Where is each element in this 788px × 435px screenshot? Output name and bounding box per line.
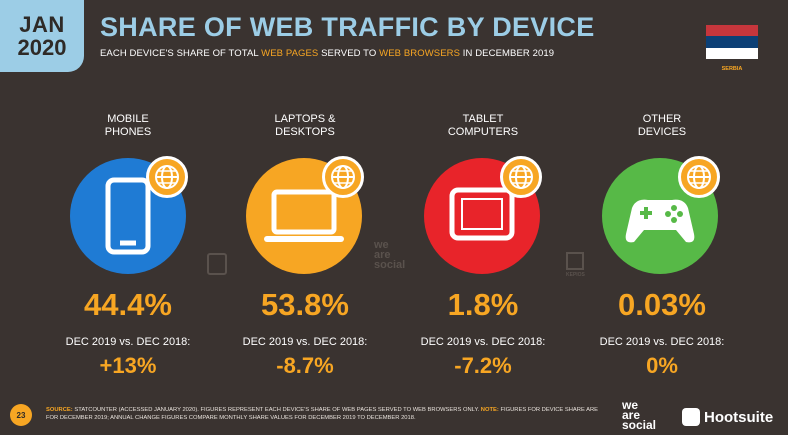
laptop-icon — [246, 158, 362, 274]
change-value: 0% — [646, 353, 678, 378]
serbia-flag-icon — [706, 25, 758, 59]
change-value: -7.2% — [454, 353, 512, 378]
we-are-social-watermark: we are social — [374, 239, 406, 271]
device-label: MOBILE PHONES — [104, 113, 152, 138]
globe-icon — [322, 156, 364, 198]
page-number: 23 — [10, 404, 32, 426]
hootsuite-logo: Hootsuite — [682, 408, 773, 426]
we-are-social-logo: we are social — [622, 398, 657, 432]
globe-icon — [500, 156, 542, 198]
badge-month: JAN — [19, 11, 65, 37]
footer-source: SOURCE: STATCOUNTER (ACCESSED JANUARY 20… — [46, 407, 599, 421]
owl-icon — [682, 408, 700, 426]
device-label: OTHER DEVICES — [637, 113, 687, 138]
page-title: SHARE OF WEB TRAFFIC BY DEVICE — [100, 12, 595, 42]
comparison-label: DEC 2019 vs. DEC 2018: — [599, 336, 725, 348]
page-subtitle: EACH DEVICE'S SHARE OF TOTAL WEB PAGES S… — [100, 48, 555, 59]
device-share: 1.8% — [447, 287, 519, 322]
device-share: 0.03% — [618, 287, 706, 322]
device-label: TABLET COMPUTERS — [447, 113, 519, 138]
change-value: -8.7% — [276, 353, 334, 378]
gamepad-icon — [602, 158, 718, 274]
comparison-label: DEC 2019 vs. DEC 2018: — [65, 336, 191, 348]
kepios-watermark: KEPIOS — [566, 252, 585, 278]
device-share: 44.4% — [84, 287, 172, 322]
badge-year: 2020 — [17, 35, 67, 60]
owl-watermark-icon — [207, 253, 227, 275]
country-label: SERBIA — [721, 66, 743, 72]
globe-icon — [678, 156, 720, 198]
comparison-label: DEC 2019 vs. DEC 2018: — [420, 336, 546, 348]
globe-icon — [146, 156, 188, 198]
device-share: 53.8% — [261, 287, 349, 322]
device-label: LAPTOPS & DESKTOPS — [274, 113, 336, 138]
date-badge: JAN 2020 — [0, 0, 84, 72]
change-value: +13% — [99, 353, 157, 378]
comparison-label: DEC 2019 vs. DEC 2018: — [242, 336, 368, 348]
